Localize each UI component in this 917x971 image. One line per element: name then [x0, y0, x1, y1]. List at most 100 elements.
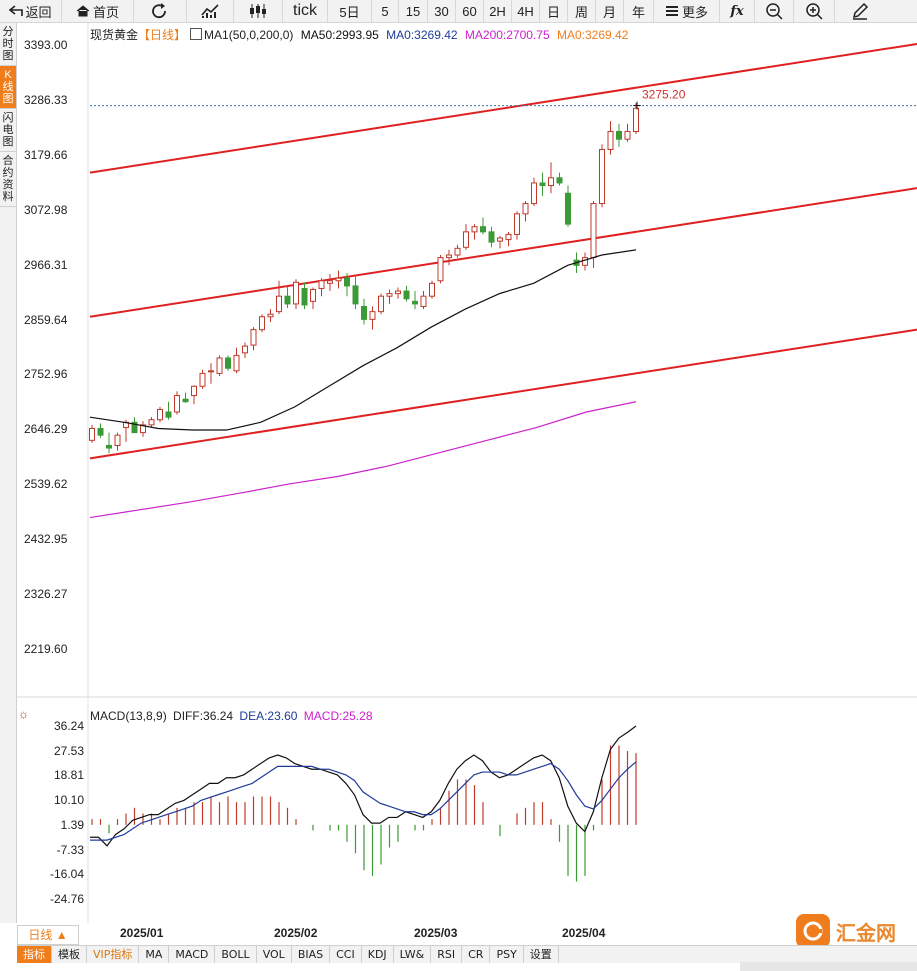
tab-rsi[interactable]: RSI — [431, 946, 463, 963]
candle-body — [565, 192, 571, 225]
draw-button[interactable] — [835, 0, 884, 22]
zoom-in-button[interactable] — [794, 0, 835, 22]
candle-body — [148, 419, 155, 426]
candle-body — [114, 434, 121, 446]
tab-psy[interactable]: PSY — [490, 946, 524, 963]
candle-body — [284, 295, 291, 305]
tab-kdj[interactable]: KDJ — [362, 946, 394, 963]
trend-line — [89, 328, 917, 460]
period-select[interactable]: 日线 ▲ — [17, 925, 79, 945]
candle-body — [310, 289, 316, 302]
side-tab-flash[interactable]: 闪电图 — [0, 109, 16, 152]
zoom-out-button[interactable] — [755, 0, 794, 22]
candle-body — [616, 130, 622, 140]
legend-name: 现货黄金 — [90, 28, 139, 42]
period-60m[interactable]: 60 — [456, 0, 484, 22]
chart-type-button[interactable] — [187, 0, 234, 22]
macd-tick-label: -24.76 — [49, 892, 84, 906]
period-day[interactable]: 日 — [540, 0, 568, 22]
back-label: 返回 — [25, 4, 52, 20]
ma200-line — [89, 401, 637, 519]
tab-lw[interactable]: LW& — [394, 946, 432, 963]
side-tab-contract[interactable]: 合约资料 — [0, 152, 16, 207]
tab-vip[interactable]: VIP指标 — [87, 946, 140, 963]
candle-body — [531, 182, 537, 205]
candle-body — [225, 357, 231, 369]
candle-body — [548, 177, 554, 187]
candlestick-icon — [250, 4, 266, 18]
x-label-feb: 2025/02 — [274, 926, 318, 940]
candle-body — [480, 226, 486, 233]
refresh-button[interactable] — [134, 0, 187, 22]
candle-body — [633, 107, 639, 132]
refresh-icon — [152, 3, 166, 19]
candle-body — [429, 282, 435, 297]
period-30m[interactable]: 30 — [428, 0, 456, 22]
period-4h[interactable]: 4H — [512, 0, 540, 22]
candle-body — [335, 277, 342, 282]
tab-macd[interactable]: MACD — [169, 946, 216, 963]
tick-button[interactable]: tick — [283, 0, 328, 22]
formula-button[interactable]: fx — [720, 0, 755, 22]
legend-toggle-icon[interactable] — [190, 28, 203, 40]
candle-body — [420, 295, 427, 307]
back-button[interactable]: 返回 — [0, 0, 62, 22]
tab-template[interactable]: 模板 — [52, 946, 87, 963]
candle-body — [157, 408, 163, 421]
more-button[interactable]: 更多 — [654, 0, 720, 22]
indicator-tabs: 指标 模板 VIP指标 MA MACD BOLL VOL BIAS CCI KD… — [17, 945, 917, 963]
candle-body — [369, 311, 376, 320]
side-tab-timeshare[interactable]: 分时图 — [0, 23, 16, 66]
candle-body — [624, 130, 631, 140]
home-button[interactable]: 首页 — [62, 0, 134, 22]
price-tick-label: 3072.98 — [24, 202, 68, 217]
tab-cci[interactable]: CCI — [330, 946, 362, 963]
candle-body — [437, 257, 444, 282]
candle-body — [539, 182, 546, 187]
price-tick-label: 3393.00 — [24, 38, 68, 52]
top-toolbar: 返回 首页 tick 5日 5 15 30 60 2H 4H 日 周 月 年 更… — [0, 0, 917, 23]
menu-icon — [665, 6, 678, 16]
period-5d[interactable]: 5日 — [328, 0, 372, 22]
tab-indicator[interactable]: 指标 — [17, 946, 52, 963]
candle-body — [599, 148, 605, 205]
crosshair-marker: + — [632, 99, 642, 113]
candle-body — [403, 290, 410, 300]
x-label-apr: 2025/04 — [562, 926, 606, 940]
kline-chart[interactable]: 3275.20+ — [17, 23, 917, 923]
macd-tick-label: 36.24 — [53, 719, 84, 733]
candle-body — [106, 444, 112, 449]
candle-body — [505, 233, 512, 241]
candle-body — [471, 226, 478, 233]
period-15m[interactable]: 15 — [399, 0, 428, 22]
period-5m[interactable]: 5 — [372, 0, 399, 22]
period-week[interactable]: 周 — [568, 0, 596, 22]
tab-ma[interactable]: MA — [139, 946, 170, 963]
brand-logo: 汇金网 — [796, 914, 896, 948]
ma50-line — [89, 249, 637, 431]
period-month[interactable]: 月 — [596, 0, 624, 22]
candle-body — [165, 411, 172, 418]
candle-body — [208, 370, 214, 373]
side-tab-kline[interactable]: K线图 — [0, 66, 16, 109]
side-tabs: 分时图 K线图 闪电图 合约资料 — [0, 23, 17, 923]
horizontal-scrollbar[interactable] — [740, 962, 917, 971]
period-year[interactable]: 年 — [624, 0, 654, 22]
pencil-icon — [852, 2, 868, 20]
tab-vol[interactable]: VOL — [257, 946, 292, 963]
candle-body — [301, 287, 308, 306]
tab-settings[interactable]: 设置 — [524, 946, 559, 963]
tab-cr[interactable]: CR — [462, 946, 491, 963]
legend-ma50: MA50:2993.95 — [300, 28, 379, 42]
tab-boll[interactable]: BOLL — [215, 946, 257, 963]
tab-bias[interactable]: BIAS — [292, 946, 331, 963]
trend-line — [89, 42, 917, 174]
candlestick-button[interactable] — [234, 0, 283, 22]
price-tick-label: 2539.62 — [24, 477, 68, 492]
x-label-jan: 2025/01 — [120, 926, 164, 940]
macd-title: MACD(13,8,9) — [90, 709, 167, 723]
macd-settings-icon[interactable]: ☼ — [18, 707, 29, 721]
macd-dea: DEA:23.60 — [239, 709, 298, 723]
period-2h[interactable]: 2H — [484, 0, 512, 22]
home-icon — [76, 5, 90, 17]
